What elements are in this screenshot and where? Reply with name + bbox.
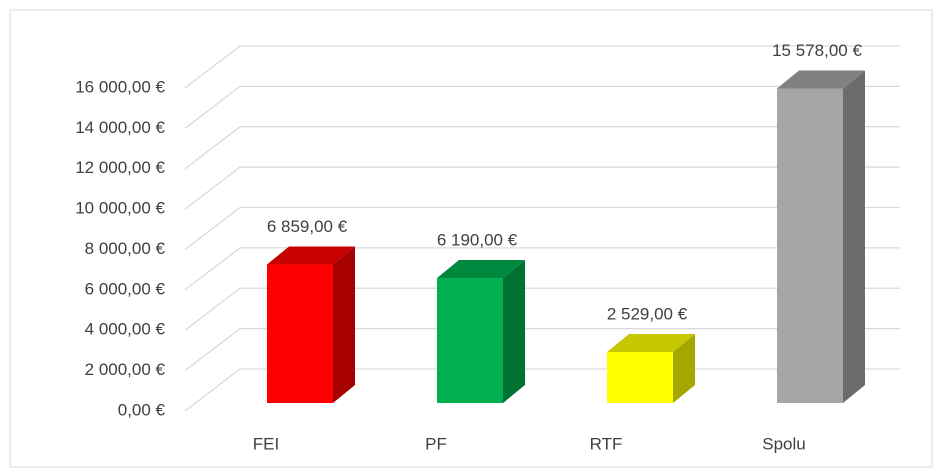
x-tick-label: PF (425, 434, 447, 453)
x-tick-label: RTF (590, 434, 623, 453)
y-tick-label: 6 000,00 € (85, 279, 166, 298)
data-label: 6 190,00 € (437, 231, 518, 250)
grid-line (184, 247, 900, 291)
y-tick-label: 10 000,00 € (75, 199, 165, 218)
grid-line (184, 287, 900, 331)
data-label: 2 529,00 € (607, 304, 688, 323)
grid-line (184, 126, 900, 170)
bar-top (607, 333, 695, 352)
x-tick-label: Spolu (762, 434, 805, 453)
grid-line (184, 327, 900, 372)
bar-side (843, 70, 865, 403)
data-label: 15 578,00 € (772, 41, 862, 60)
bar-side (503, 260, 525, 403)
bar-side (673, 333, 695, 403)
bar (437, 278, 503, 403)
data-label: 6 859,00 € (267, 217, 348, 236)
bar-top (777, 70, 865, 89)
grid-line (184, 85, 900, 129)
grid-line (184, 45, 900, 89)
bar (607, 351, 673, 403)
y-tick-label: 14 000,00 € (75, 118, 165, 137)
y-tick-label: 8 000,00 € (85, 239, 166, 258)
y-tick-label: 0,00 € (118, 400, 166, 419)
bar-side (333, 246, 355, 403)
grid-line (184, 166, 900, 210)
bar (267, 264, 333, 403)
y-tick-label: 12 000,00 € (75, 158, 165, 177)
grid-line (184, 206, 900, 251)
bar-top (267, 246, 355, 265)
y-tick-label: 2 000,00 € (85, 360, 166, 379)
y-tick-label: 4 000,00 € (85, 320, 166, 339)
bar-top (437, 260, 525, 279)
x-tick-label: FEI (253, 434, 279, 453)
bar (777, 88, 843, 403)
y-tick-label: 16 000,00 € (75, 77, 165, 96)
